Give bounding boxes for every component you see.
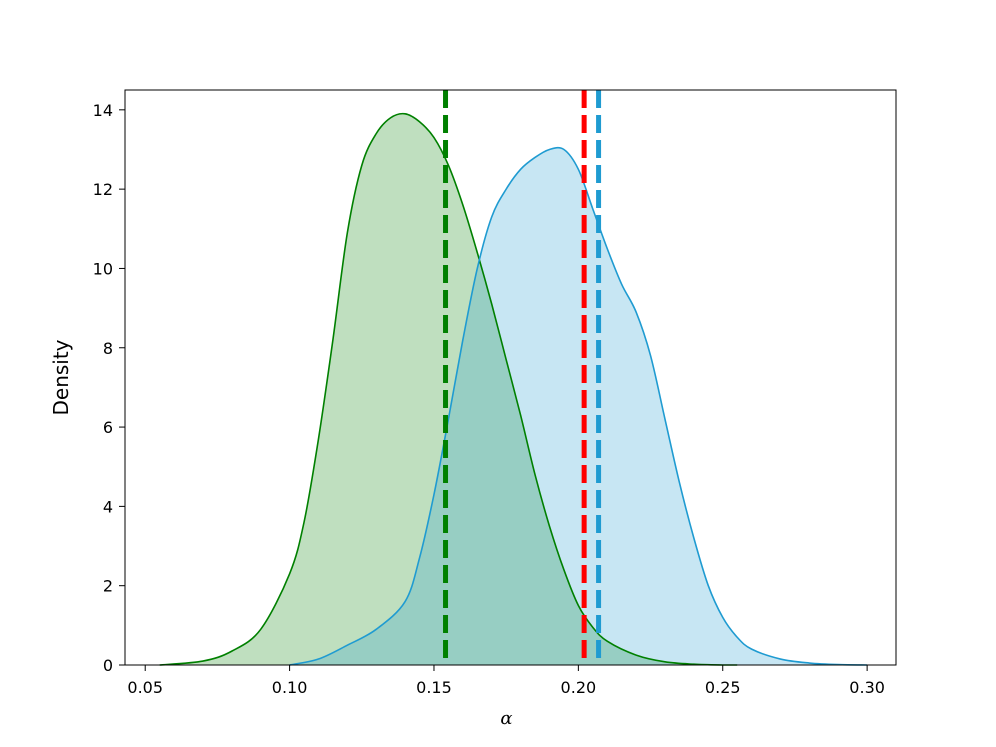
y-tick-label: 6 bbox=[103, 418, 113, 437]
density-fill-2 bbox=[289, 147, 868, 665]
plot-area bbox=[159, 90, 868, 666]
y-tick-label: 2 bbox=[103, 577, 113, 596]
density-line-2 bbox=[289, 146, 868, 666]
x-axis-label: α bbox=[500, 708, 512, 729]
x-tick-label: 0.25 bbox=[705, 678, 741, 697]
y-tick-label: 0 bbox=[103, 656, 113, 675]
x-tick-label: 0.20 bbox=[561, 678, 597, 697]
x-tick-label: 0.05 bbox=[127, 678, 163, 697]
density-fill-1 bbox=[159, 113, 738, 665]
y-tick-label: 8 bbox=[103, 339, 113, 358]
ticks: 0.05 0.10 0.15 0.20 0.25 0.30 0 2 4 6 8 10 12 14 bbox=[93, 101, 885, 697]
axes-frame bbox=[124, 89, 897, 666]
x-tick-label: 0.30 bbox=[849, 678, 885, 697]
x-tick-label: 0.10 bbox=[272, 678, 308, 697]
y-tick-label: 12 bbox=[93, 180, 113, 199]
y-tick-label: 10 bbox=[93, 259, 113, 278]
y-tick-label: 14 bbox=[93, 101, 113, 120]
x-tick-label: 0.15 bbox=[416, 678, 452, 697]
y-axis-label: Density bbox=[49, 339, 73, 415]
density-line-1 bbox=[159, 112, 738, 666]
y-tick-label: 4 bbox=[103, 497, 113, 516]
